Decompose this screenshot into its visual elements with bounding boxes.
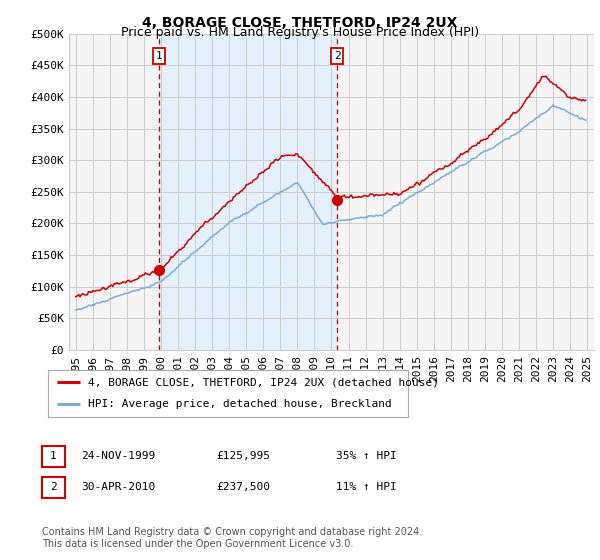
Text: HPI: Average price, detached house, Breckland: HPI: Average price, detached house, Brec… (88, 399, 391, 409)
Text: 11% ↑ HPI: 11% ↑ HPI (336, 482, 397, 492)
Text: 2: 2 (334, 51, 340, 60)
Text: 35% ↑ HPI: 35% ↑ HPI (336, 451, 397, 461)
Text: 24-NOV-1999: 24-NOV-1999 (81, 451, 155, 461)
Text: 1: 1 (156, 51, 163, 60)
Text: Price paid vs. HM Land Registry's House Price Index (HPI): Price paid vs. HM Land Registry's House … (121, 26, 479, 39)
Bar (160, 34, 337, 350)
Text: 1: 1 (50, 451, 57, 461)
Text: 4, BORAGE CLOSE, THETFORD, IP24 2UX (detached house): 4, BORAGE CLOSE, THETFORD, IP24 2UX (det… (88, 377, 439, 388)
Text: Contains HM Land Registry data © Crown copyright and database right 2024.
This d: Contains HM Land Registry data © Crown c… (42, 527, 422, 549)
Text: 2: 2 (50, 482, 57, 492)
Text: £237,500: £237,500 (216, 482, 270, 492)
Text: 4, BORAGE CLOSE, THETFORD, IP24 2UX: 4, BORAGE CLOSE, THETFORD, IP24 2UX (142, 16, 458, 30)
Text: 30-APR-2010: 30-APR-2010 (81, 482, 155, 492)
Text: £125,995: £125,995 (216, 451, 270, 461)
